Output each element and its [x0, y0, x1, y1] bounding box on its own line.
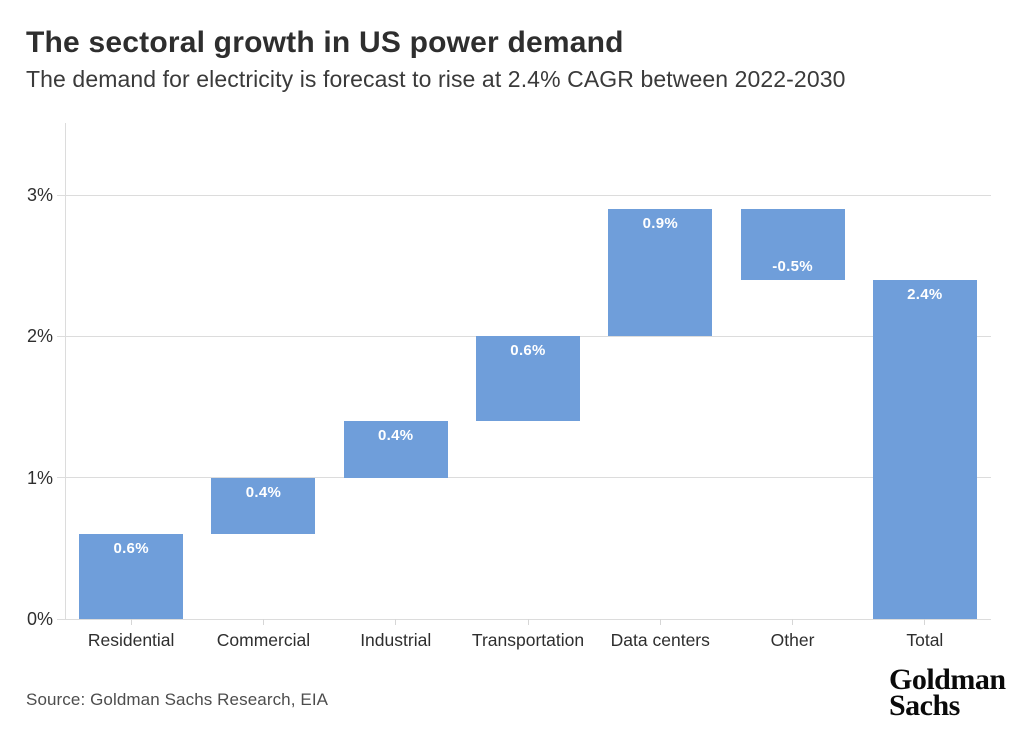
x-tick-data-centers [659, 619, 661, 625]
chart-title: The sectoral growth in US power demand [26, 26, 624, 59]
x-axis-label-total: Total [906, 630, 944, 650]
bar-transportation: 0.6% [476, 336, 580, 422]
x-tick-transportation [527, 619, 529, 625]
bar-value-label-transportation: 0.6% [510, 342, 546, 360]
y-axis-line [65, 123, 66, 619]
bar-total: 2.4% [872, 279, 977, 619]
plot-area: 0.6% Residential 0.4% Commercial 0.4% Industr… [57, 123, 991, 650]
x-tick-total [924, 619, 926, 625]
x-axis-label-other: Other [770, 630, 815, 650]
x-tick-industrial [395, 619, 397, 625]
bar-value-label-commercial: 0.4% [245, 483, 282, 501]
bar-commercial: 0.4% [211, 477, 316, 535]
bar-data-centers: 0.9% [608, 209, 713, 337]
y-tick-label-1%: 1% [26, 467, 53, 488]
x-axis-label-data-centers: Data centers [610, 630, 710, 650]
bar-value-label-data-centers: 0.9% [642, 215, 678, 233]
logo-line-2: Sachs [889, 689, 960, 722]
source-note: Source: Goldman Sachs Research, EIA [26, 690, 329, 709]
logo-line-1: Goldman [889, 663, 1006, 696]
x-tick-commercial [262, 619, 264, 625]
bar-value-label-other: -0.5% [772, 257, 813, 275]
bar-value-label-residential: 0.6% [113, 540, 149, 558]
x-tick-other [792, 619, 794, 625]
x-tick-residential [130, 619, 132, 625]
bar-other: -0.5% [740, 209, 845, 280]
bar-industrial: 0.4% [343, 421, 448, 478]
bar-value-label-industrial: 0.4% [378, 427, 414, 445]
gridline-0% [57, 618, 991, 620]
x-axis-label-residential: Residential [87, 630, 175, 650]
waterfall-chart: 0.6% Residential 0.4% Commercial 0.4% Industr… [26, 123, 991, 650]
bar-value-label-total: 2.4% [907, 285, 943, 303]
y-tick-label-0%: 0% [26, 609, 53, 629]
goldman-sachs-logo: Goldman Sachs [889, 663, 1006, 722]
y-tick-label-2%: 2% [26, 326, 53, 347]
x-axis-label-transportation: Transportation [471, 630, 585, 650]
chart-subtitle: The demand for electricity is forecast t… [26, 66, 846, 92]
gridline-3% [57, 194, 991, 196]
x-axis-label-industrial: Industrial [360, 630, 432, 650]
x-axis-label-commercial: Commercial [216, 630, 311, 650]
y-tick-label-3%: 3% [26, 185, 53, 206]
bar-residential: 0.6% [79, 534, 184, 619]
gridline-1% [57, 477, 991, 479]
